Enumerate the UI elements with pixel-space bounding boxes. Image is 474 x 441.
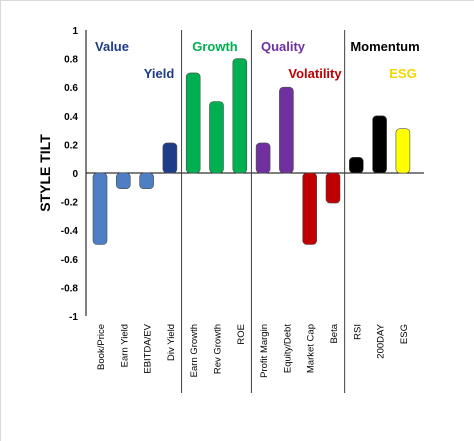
group-annotation-label: Momentum: [350, 39, 419, 54]
bar: [325, 172, 341, 204]
x-tick-label: 200DAY: [376, 323, 387, 358]
y-axis-label: STYLE TILT: [37, 134, 53, 212]
y-tick-label: 1: [72, 26, 78, 37]
bar: [348, 156, 364, 174]
y-tick-label: -0.4: [61, 226, 79, 237]
bar: [372, 115, 387, 174]
x-tick-label: Profit Margin: [259, 324, 270, 378]
y-tick-label: -1: [69, 312, 78, 323]
x-tick-label: Beta: [329, 323, 340, 343]
group-annotation-label: Volatility: [288, 66, 342, 81]
bar: [139, 172, 154, 190]
x-tick-label: Equity/Debt: [282, 324, 293, 373]
group-annotation-label: Quality: [261, 39, 306, 54]
y-tick-label: -0.6: [61, 255, 79, 266]
bar: [92, 172, 108, 245]
x-tick-label: Earn Yield: [119, 324, 130, 367]
bars-layer: [92, 58, 411, 245]
bar: [279, 86, 294, 174]
y-tick-label: -0.8: [61, 283, 79, 294]
bar: [255, 142, 271, 174]
y-tick-label: 0.4: [64, 112, 78, 123]
bar: [162, 142, 178, 174]
bar: [395, 128, 411, 174]
y-tick-label: 0: [72, 169, 78, 180]
annotations-layer: Value Yield Growth Quality Volatility Momentu…: [95, 39, 420, 81]
bar: [209, 101, 224, 174]
x-tick-label: RSI: [352, 324, 363, 340]
bar: [116, 172, 131, 190]
x-tick-label: Div Yield: [166, 324, 177, 361]
group-annotation-label: Growth: [192, 39, 238, 54]
bar: [302, 172, 318, 245]
bar: [185, 72, 201, 174]
x-tick-label: ESG: [399, 324, 410, 344]
group-annotation-label: Yield: [144, 66, 175, 81]
y-tick-label: 0.8: [64, 55, 78, 66]
x-tick-label: ROE: [236, 324, 247, 345]
y-tick-label: -0.2: [61, 198, 79, 209]
group-annotation-label: ESG: [389, 66, 416, 81]
y-tick-label: 0.2: [64, 140, 78, 151]
x-tick-label: Book/Price: [96, 324, 107, 370]
x-tick-label: EBITDA/EV: [143, 323, 154, 373]
bar: [232, 58, 248, 174]
x-tick-label: Earn Growth: [189, 324, 200, 377]
x-tick-label: Market Cap: [306, 324, 317, 373]
x-tick-label: Rev Growth: [213, 324, 224, 374]
y-tick-label: 0.6: [64, 83, 78, 94]
axis-layer: -1 -0.8 -0.6 -0.4 -0.2 0 0.2 0.4 0.6 0.8 1 Book/Pri…: [61, 26, 424, 393]
group-annotation-label: Value: [95, 39, 129, 54]
